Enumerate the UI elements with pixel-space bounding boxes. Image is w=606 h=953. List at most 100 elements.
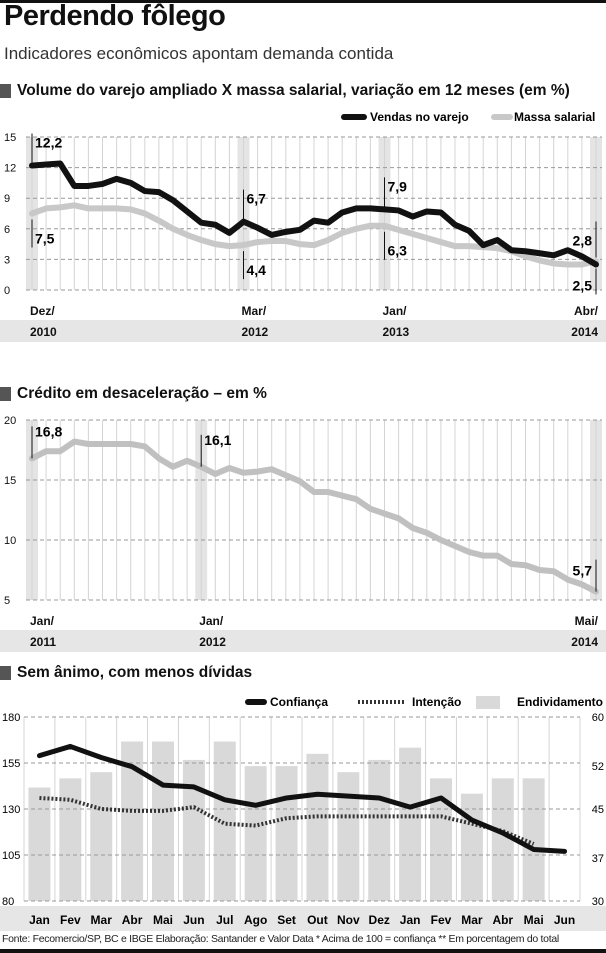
x-label-row: [0, 906, 606, 931]
x-label-row: [0, 610, 606, 630]
y-tick-label: 6: [4, 224, 10, 236]
x-tick-label: Dez: [369, 913, 390, 927]
annotation-label: 7,5: [35, 231, 55, 247]
bar-endividamento: [213, 741, 236, 901]
x-label-row: [0, 320, 606, 342]
x-tick-year: 2011: [30, 635, 56, 649]
x-tick-month: Jan/: [30, 614, 55, 628]
annotation-label: 7,9: [388, 178, 408, 194]
x-tick-year: 2014: [571, 325, 598, 339]
y-left-tick-label: 80: [2, 896, 14, 908]
annotation-label: 2,5: [573, 278, 593, 294]
chart1-heading: Volume do varejo ampliado X massa salari…: [0, 82, 570, 100]
legend-swatch-endividamento: [476, 696, 500, 709]
legend-label-endividamento: Endividamento: [517, 695, 603, 709]
annotation-label: 2,8: [573, 232, 593, 248]
top-rule: [0, 0, 606, 3]
chart1-title: Volume do varejo ampliado X massa salari…: [17, 82, 570, 99]
annotation-label: 12,2: [35, 135, 62, 151]
series-line-confianca: [36, 743, 568, 854]
y-tick-label: 15: [4, 132, 16, 144]
page-subtitle: Indicadores econômicos apontam demanda c…: [4, 44, 394, 63]
bar-endividamento: [275, 766, 298, 901]
bar-endividamento: [182, 759, 205, 901]
x-tick-label: Fev: [431, 913, 452, 927]
x-tick-month: Jan/: [199, 614, 224, 628]
bar-endividamento: [28, 787, 51, 901]
section-marker-icon: [0, 84, 11, 98]
x-tick-label: Jul: [216, 913, 233, 927]
x-tick-label: Mai: [524, 913, 544, 927]
y-right-tick-label: 37: [592, 853, 604, 865]
x-tick-month: Jan/: [383, 304, 408, 318]
y-tick-label: 12: [4, 163, 16, 175]
x-tick-label: Jun: [554, 913, 575, 927]
bar-endividamento: [399, 747, 422, 901]
y-right-tick-label: 60: [592, 712, 604, 724]
x-tick-label: Jan: [400, 913, 421, 927]
x-tick-year: 2012: [199, 635, 226, 649]
x-tick-label: Jun: [183, 913, 204, 927]
section-marker-icon: [0, 666, 11, 680]
y-tick-label: 3: [4, 254, 10, 266]
x-tick-label: Mar: [91, 913, 113, 927]
y-tick-label: 20: [4, 415, 16, 427]
page-title: Perdendo fôlego: [4, 0, 226, 32]
x-tick-label: Out: [307, 913, 328, 927]
y-tick-label: 5: [4, 595, 10, 607]
chart3-heading: Sem ânimo, com menos dívidas: [0, 664, 252, 682]
series-line-massa-salarial: [29, 202, 599, 268]
annotation-label: 5,7: [573, 563, 593, 579]
y-left-tick-label: 105: [2, 850, 20, 862]
y-tick-label: 15: [4, 475, 16, 487]
bar-endividamento: [368, 759, 391, 901]
series-line-intencao: [39, 795, 535, 846]
bar-endividamento: [59, 778, 82, 901]
y-right-tick-label: 30: [592, 896, 604, 908]
x-tick-label: Ago: [244, 913, 267, 927]
legend-label-massa: Massa salarial: [514, 110, 595, 124]
x-tick-label: Set: [277, 913, 296, 927]
x-tick-label: Fev: [60, 913, 81, 927]
y-tick-label: 0: [4, 285, 10, 297]
x-tick-year: 2010: [30, 325, 57, 339]
legend-label-intencao: Intenção: [412, 695, 461, 709]
y-right-tick-label: 45: [592, 804, 604, 816]
x-tick-month: Abr/: [574, 304, 599, 318]
x-tick-year: 2013: [383, 325, 410, 339]
annotation-label: 6,7: [247, 191, 267, 207]
annotation-label: 4,4: [247, 262, 267, 278]
chart2-heading: Crédito em desaceleração – em %: [0, 385, 267, 403]
x-label-row: [0, 300, 606, 320]
bar-endividamento: [244, 766, 267, 901]
x-label-row: [0, 630, 606, 652]
series-line-vendas-no-varejo: [29, 160, 599, 268]
series-line-crédito: [29, 438, 599, 595]
x-tick-month: Dez/: [30, 304, 55, 318]
x-tick-label: Nov: [337, 913, 360, 927]
y-right-tick-label: 52: [592, 761, 604, 773]
annotation-label: 6,3: [388, 243, 408, 259]
y-tick-label: 10: [4, 535, 16, 547]
chart2-title: Crédito em desaceleração – em %: [17, 385, 267, 402]
y-left-tick-label: 155: [2, 758, 20, 770]
bar-endividamento: [121, 741, 144, 901]
x-tick-year: 2014: [571, 635, 598, 649]
y-left-tick-label: 130: [2, 804, 20, 816]
x-tick-label: Jan: [29, 913, 50, 927]
annotation-label: 16,8: [35, 423, 62, 439]
x-tick-month: Mai/: [575, 614, 599, 628]
y-tick-label: 9: [4, 193, 10, 205]
x-tick-month: Mar/: [242, 304, 267, 318]
x-tick-label: Abr: [492, 913, 513, 927]
bar-endividamento: [152, 741, 174, 901]
annotation-label: 16,1: [204, 432, 231, 448]
bar-endividamento: [460, 793, 483, 901]
chart3-title: Sem ânimo, com menos dívidas: [17, 664, 253, 681]
legend-label-confianca: Confiança: [270, 695, 328, 709]
x-tick-label: Mai: [153, 913, 173, 927]
source-note: Fonte: Fecomercio/SP, BC e IBGE Elaboraç…: [2, 933, 559, 945]
section-marker-icon: [0, 387, 11, 401]
